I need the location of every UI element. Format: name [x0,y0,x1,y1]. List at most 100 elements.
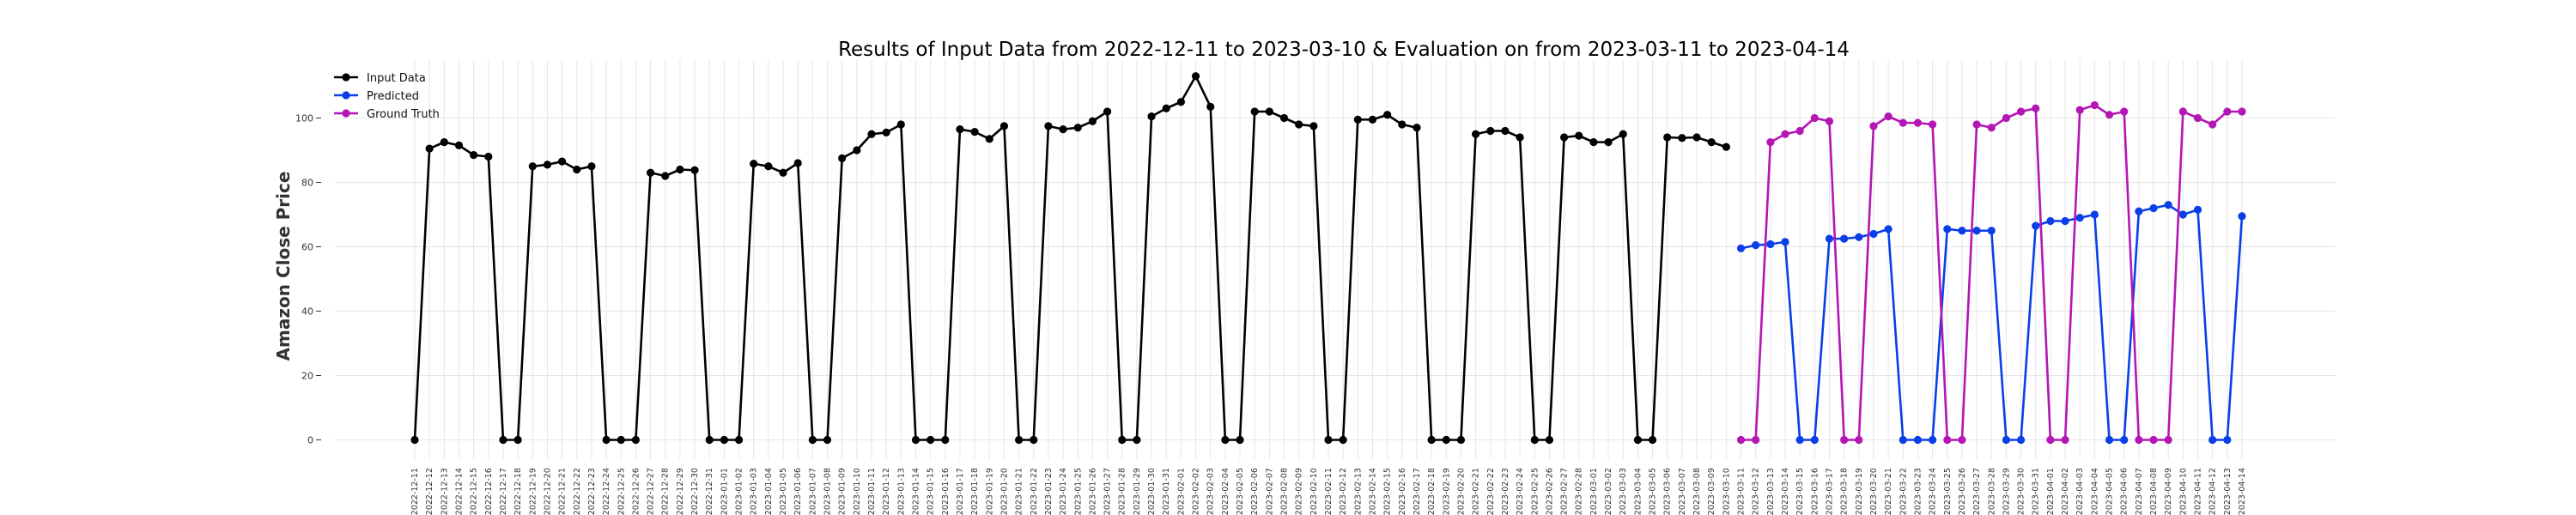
x-tick-label: 2023-03-05 [1649,468,1658,515]
x-tick-label: 2023-02-08 [1280,468,1290,515]
y-tick-label: 0 [307,435,313,446]
x-tick-label: 2023-04-05 [2105,468,2115,515]
data-point [1795,126,1804,136]
data-point [1295,120,1303,129]
data-point [2238,212,2246,221]
data-point [2046,216,2055,226]
data-point [1633,435,1642,445]
data-point [1265,107,1273,116]
data-point [1236,435,1244,445]
data-point [1206,102,1215,111]
data-point [1456,435,1466,445]
series-lines [410,72,2246,445]
x-tick-label: 2023-04-14 [2238,468,2247,515]
data-point [764,162,773,171]
data-point [1339,435,1347,445]
data-point [1442,435,1450,445]
data-point [2149,203,2158,213]
data-point [1619,130,1627,138]
x-tick-label: 2022-12-22 [573,468,582,515]
data-point [1191,72,1200,81]
data-point [867,130,876,138]
legend-label: Input Data [367,72,426,85]
data-point [882,128,890,136]
data-point [2193,113,2202,123]
data-point [1884,112,1893,121]
x-tick-label: 2023-01-02 [735,468,744,515]
x-tick-label: 2023-01-18 [970,468,980,515]
x-tick-label: 2023-01-27 [1103,468,1113,515]
data-point [941,435,950,445]
x-tick-label: 2023-03-03 [1619,468,1628,515]
data-point [1987,227,1996,235]
data-point [617,435,625,445]
x-tick-label: 2022-12-16 [484,468,494,515]
data-point [1604,138,1613,147]
x-tick-label: 2023-02-10 [1309,468,1319,515]
data-point [1766,138,1775,147]
y-tick-label: 40 [301,306,313,318]
x-tick-label: 2023-03-08 [1692,468,1702,515]
x-tick-label: 2023-03-12 [1752,468,1761,515]
x-tick-label: 2023-01-03 [750,468,759,515]
data-point [1413,124,1421,132]
x-tick-label: 2023-03-30 [2017,468,2026,515]
data-point [999,122,1009,130]
x-tick-label: 2023-01-22 [1030,468,1039,515]
data-point [1501,126,1510,136]
data-point [1840,435,1849,445]
data-point [1176,98,1185,106]
x-tick-label: 2023-01-30 [1147,468,1157,515]
data-point [1972,227,1981,235]
x-tick-label: 2023-03-16 [1810,468,1820,515]
data-point [1530,435,1539,445]
legend-item: Predicted [334,90,419,103]
data-point [440,138,448,147]
data-point [2090,210,2099,219]
data-point [1147,112,1156,121]
data-point [1088,117,1097,125]
x-tick-label: 2023-02-02 [1192,468,1201,515]
x-tick-label: 2023-02-05 [1236,468,1245,515]
x-tick-label: 2023-03-02 [1604,468,1613,515]
data-point [410,435,419,445]
data-point [1648,435,1657,445]
data-point [2223,107,2232,116]
data-point [1589,138,1598,147]
data-point [985,135,993,143]
data-point [1855,233,1863,241]
y-tick-label: 100 [295,113,313,124]
data-point [1368,115,1377,124]
data-point [1516,133,1524,142]
x-tick-label: 2023-02-21 [1472,468,1481,515]
data-point [1133,435,1141,445]
data-point [1398,120,1406,129]
data-point [1869,229,1878,239]
data-point [573,165,581,174]
data-point [2193,205,2202,214]
data-point [1987,124,1996,132]
data-point [1559,133,1569,142]
data-point [2016,435,2026,445]
x-tick-label: 2023-02-26 [1545,468,1554,515]
x-tick-label: 2023-04-09 [2164,468,2173,515]
data-point [1118,435,1127,445]
data-point [1324,435,1333,445]
data-point [2002,113,2011,123]
data-point [484,152,493,161]
data-point [1943,225,1952,233]
x-tick-label: 2023-03-20 [1869,468,1879,515]
data-point [1309,122,1318,130]
data-point [631,435,641,445]
x-tick-label: 2023-01-14 [911,468,920,515]
x-tick-label: 2023-02-09 [1295,468,1304,515]
data-point [1929,120,1937,129]
x-tick-label: 2023-02-28 [1575,468,1584,515]
data-point [2164,201,2172,209]
data-point [1383,111,1392,119]
data-point [1678,134,1686,142]
series-input-data [410,72,1730,445]
data-point [2016,107,2026,116]
x-tick-label: 2023-02-24 [1516,468,1525,515]
